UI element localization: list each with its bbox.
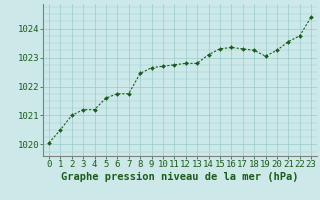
X-axis label: Graphe pression niveau de la mer (hPa): Graphe pression niveau de la mer (hPa) xyxy=(61,172,299,182)
